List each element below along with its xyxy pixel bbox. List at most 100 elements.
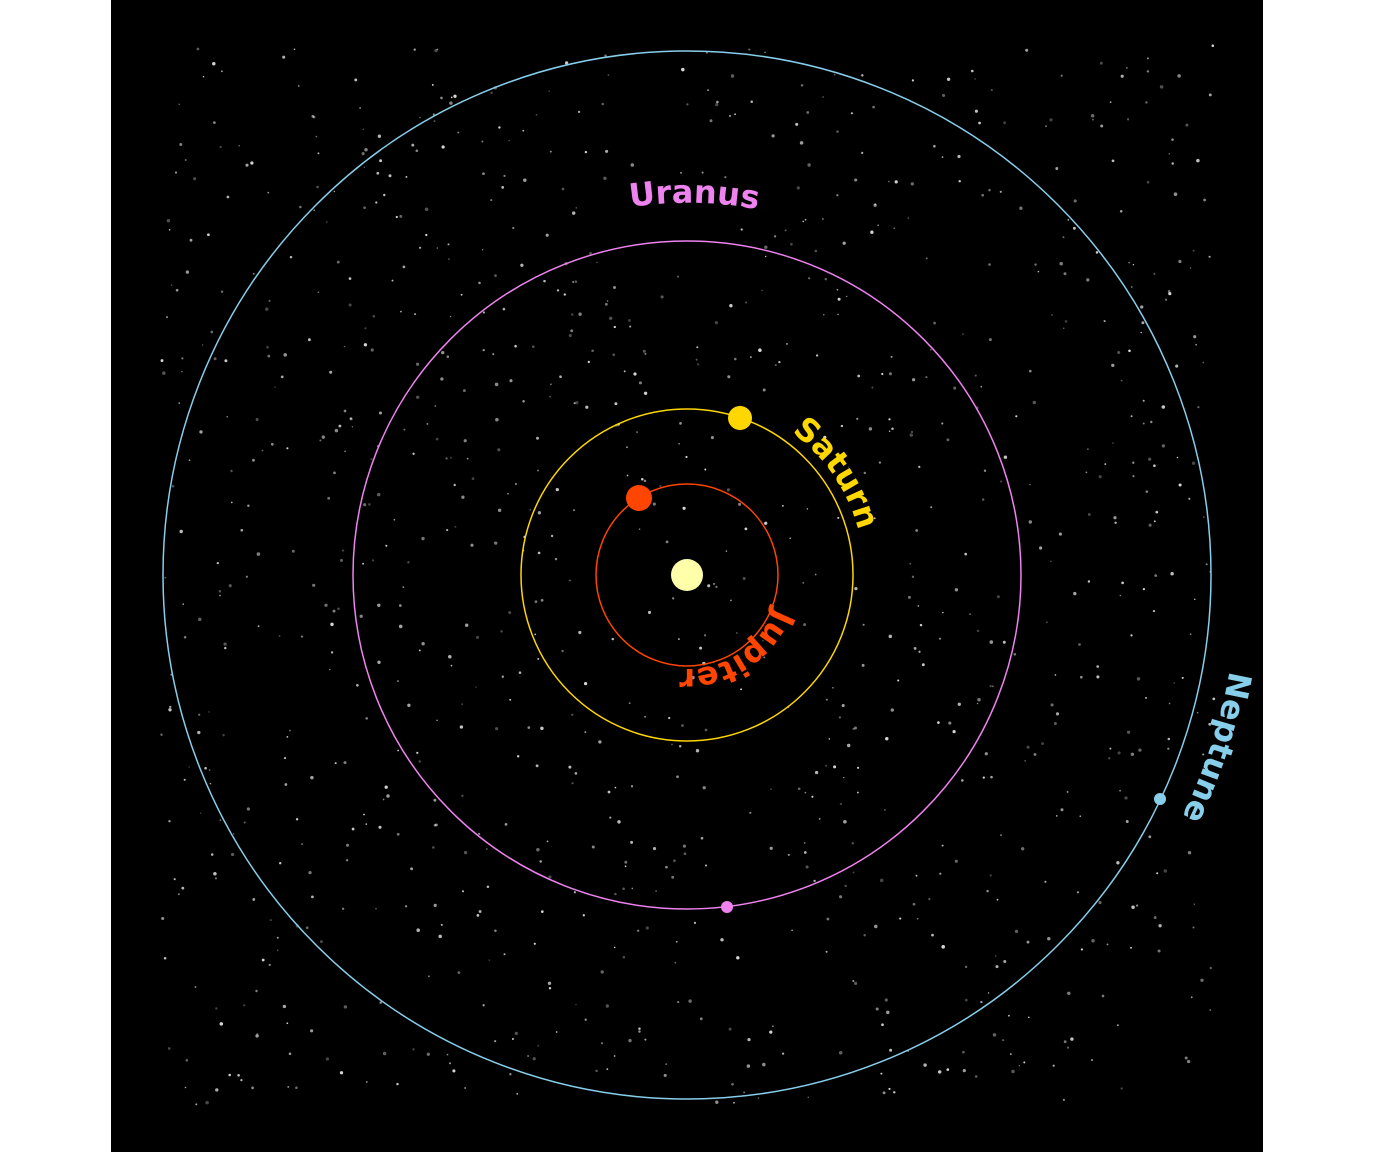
star: [1163, 869, 1168, 873]
star: [1019, 206, 1023, 210]
star: [226, 415, 229, 418]
star: [1148, 457, 1152, 461]
star: [1011, 1069, 1015, 1074]
star: [727, 375, 731, 379]
star: [839, 895, 843, 899]
star: [465, 623, 469, 627]
star: [758, 348, 762, 352]
star: [163, 956, 167, 960]
star: [547, 981, 552, 985]
star: [471, 477, 475, 480]
star: [313, 209, 316, 212]
saturn-planet: [728, 406, 752, 430]
star: [939, 872, 942, 875]
star: [764, 255, 767, 258]
star: [540, 910, 544, 913]
star: [500, 630, 503, 633]
star: [421, 641, 425, 646]
star: [691, 675, 695, 680]
star: [740, 228, 743, 231]
star: [568, 579, 571, 582]
star: [337, 607, 340, 610]
star: [333, 190, 336, 193]
star: [440, 377, 444, 381]
star: [418, 246, 422, 249]
star: [522, 129, 525, 132]
star: [961, 333, 964, 336]
star: [710, 436, 714, 440]
star: [160, 359, 164, 363]
star: [591, 349, 594, 353]
star: [1080, 948, 1083, 951]
star: [419, 116, 421, 119]
star: [1124, 796, 1128, 800]
star: [537, 511, 542, 515]
star: [596, 261, 598, 264]
star: [1050, 560, 1052, 563]
star: [734, 113, 736, 116]
star: [1063, 1040, 1067, 1044]
star: [365, 717, 368, 720]
star: [495, 727, 499, 731]
star: [1193, 903, 1196, 905]
star: [412, 452, 415, 455]
star: [1167, 747, 1170, 750]
star: [312, 583, 316, 587]
star: [246, 807, 250, 811]
star: [434, 823, 438, 827]
star: [744, 527, 748, 531]
star: [534, 600, 538, 604]
star: [933, 144, 936, 148]
star: [1052, 1064, 1055, 1067]
star: [523, 178, 527, 182]
star: [983, 469, 987, 472]
star: [450, 456, 452, 459]
star: [461, 890, 465, 893]
star: [925, 257, 928, 260]
star: [604, 302, 608, 306]
star: [1062, 236, 1065, 239]
star: [575, 401, 579, 405]
star: [441, 145, 445, 149]
star: [574, 772, 578, 775]
star: [214, 877, 217, 880]
star: [1033, 753, 1037, 756]
star: [929, 348, 932, 351]
star: [1190, 996, 1193, 999]
star: [351, 827, 355, 831]
star: [917, 605, 920, 607]
star: [1193, 335, 1197, 339]
star: [1168, 152, 1171, 155]
star: [1059, 261, 1063, 266]
star: [507, 492, 509, 495]
star: [977, 697, 981, 702]
star: [1099, 61, 1103, 65]
star: [359, 614, 363, 618]
star: [600, 970, 604, 974]
star: [995, 965, 999, 969]
star: [1120, 74, 1124, 78]
star: [964, 965, 968, 969]
star: [682, 506, 686, 510]
star: [633, 199, 636, 202]
star: [494, 541, 498, 545]
star: [994, 955, 997, 957]
star: [345, 843, 350, 847]
star: [240, 528, 244, 532]
star: [1120, 379, 1123, 382]
star: [964, 998, 968, 1002]
star: [216, 561, 219, 565]
star: [189, 238, 193, 242]
star: [548, 987, 552, 990]
star: [802, 582, 804, 584]
star: [875, 1007, 879, 1011]
star: [568, 334, 572, 338]
star: [982, 498, 985, 501]
star: [807, 1096, 809, 1099]
star: [854, 178, 858, 182]
star: [861, 151, 864, 154]
star: [1177, 74, 1181, 78]
star: [673, 859, 676, 862]
star: [268, 963, 271, 967]
star: [266, 345, 269, 349]
